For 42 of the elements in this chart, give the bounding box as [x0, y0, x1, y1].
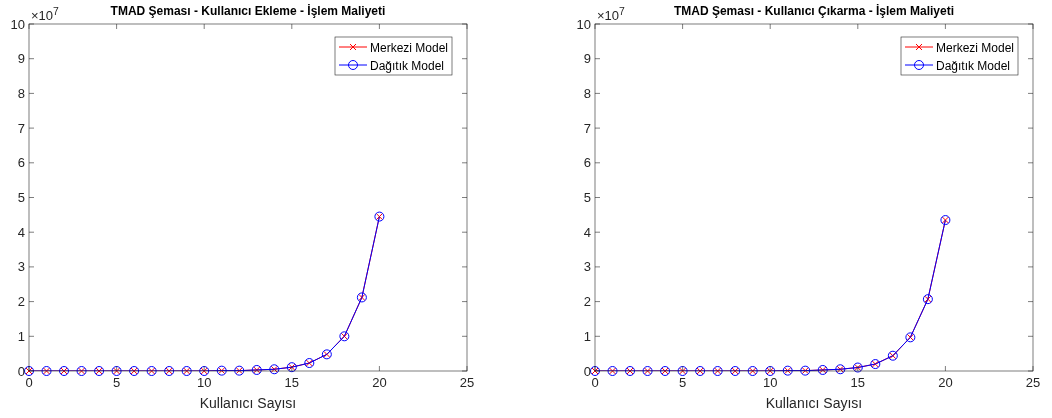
legend-label: Merkezi Model: [370, 40, 449, 55]
chart-title: TMAD Şeması - Kullanıcı Ekleme - İşlem Maliyeti: [110, 3, 386, 18]
x-tick-label: 10: [196, 375, 212, 390]
y-tick-label: 0: [17, 363, 25, 379]
x-tick-label: 25: [1025, 375, 1041, 390]
legend-label: Dağıtık Model: [370, 58, 445, 73]
x-axis-title: Kullanıcı Sayısı: [765, 395, 863, 411]
x-tick-label: 10: [762, 375, 778, 390]
y-tick-label: 5: [17, 190, 25, 205]
text: ×10$^{7}$: [31, 5, 60, 23]
y-tick-label: 7: [17, 120, 25, 136]
x-tick-label: 5: [678, 375, 687, 390]
x-tick-label: 15: [284, 375, 300, 390]
legend-label: Merkezi Model: [936, 40, 1015, 55]
y-tick-label: 1: [583, 328, 591, 344]
text: ×10$^{7}$: [597, 5, 626, 23]
y-tick-label: 5: [583, 190, 591, 205]
y-tick-label: 4: [583, 224, 591, 240]
y-tick-label: 2: [583, 294, 591, 310]
y-tick-label: 9: [17, 51, 25, 67]
y-tick-label: 6: [583, 155, 591, 171]
y-tick-label: 0: [583, 363, 591, 379]
x-tick-label: 15: [850, 375, 866, 390]
y-tick-label: 1: [17, 328, 25, 344]
y-tick-label: 8: [17, 85, 25, 101]
x-tick-label: 25: [459, 375, 475, 390]
x-tick-label: 20: [372, 375, 387, 390]
x-axis-title: Kullanıcı Sayısı: [199, 395, 297, 411]
y-tick-label: 10: [576, 16, 591, 32]
y-tick-label: 8: [583, 85, 591, 101]
x-tick-label: 20: [938, 375, 953, 390]
chart-title: TMAD Şeması - Kullanıcı Çıkarma - İşlem Maliyeti: [673, 3, 955, 18]
y-tick-label: 4: [17, 224, 25, 240]
y-tick-label: 10: [10, 16, 25, 32]
y-tick-label: 9: [583, 51, 591, 67]
y-tick-label: 6: [17, 155, 25, 171]
y-tick-label: 2: [17, 294, 25, 310]
y-tick-label: 3: [17, 259, 25, 275]
legend-label: Dağıtık Model: [936, 58, 1011, 73]
x-tick-label: 5: [112, 375, 121, 390]
y-tick-label: 3: [583, 259, 591, 275]
y-tick-label: 7: [583, 120, 591, 136]
